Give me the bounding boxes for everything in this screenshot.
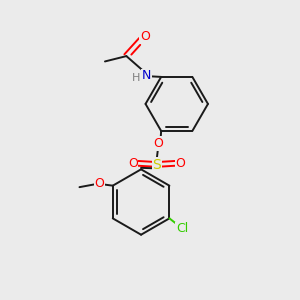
Text: O: O (176, 157, 185, 170)
Text: Cl: Cl (176, 222, 188, 235)
Text: O: O (153, 137, 163, 150)
Text: S: S (152, 158, 161, 172)
Text: O: O (128, 157, 138, 170)
Text: N: N (142, 69, 151, 82)
Text: O: O (140, 30, 150, 43)
Text: O: O (94, 177, 104, 190)
Text: H: H (132, 73, 141, 83)
